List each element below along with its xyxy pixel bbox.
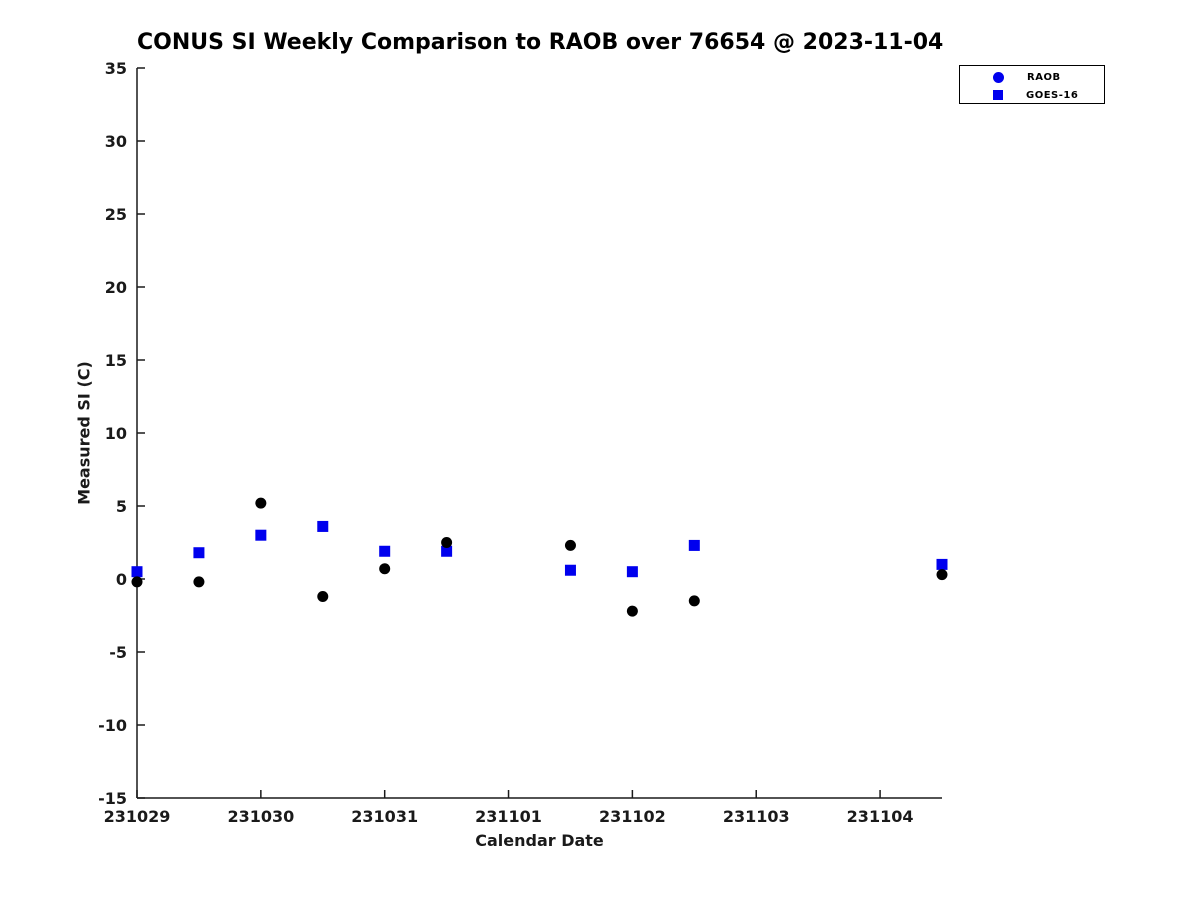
x-tick-label: 231030	[227, 807, 294, 826]
legend-label-goes16: GOES-16	[1026, 89, 1079, 101]
legend-entry-goes16: GOES-16	[960, 87, 1104, 103]
y-tick-label: 35	[105, 59, 127, 78]
legend-label-raob: RAOB	[1027, 71, 1061, 83]
y-tick-label: 15	[105, 351, 127, 370]
data-point-raob	[441, 537, 453, 548]
x-tick-label: 231031	[351, 807, 418, 826]
data-point-raob	[564, 539, 576, 551]
y-tick-label: 30	[105, 132, 127, 151]
x-tick-label: 231103	[723, 807, 790, 826]
y-tick-label: -5	[109, 643, 127, 662]
data-point-goes16	[441, 545, 453, 557]
y-tick-label: -15	[98, 789, 127, 808]
data-point-goes16	[626, 566, 638, 578]
x-tick-label: 231102	[599, 807, 666, 826]
data-point-raob	[936, 569, 948, 581]
raob-circle-marker-icon	[993, 71, 1004, 83]
y-tick-label: 5	[116, 497, 127, 516]
x-axis-label: Calendar Date	[475, 831, 604, 850]
data-point-goes16	[379, 545, 391, 557]
x-tick-label: 231104	[847, 807, 914, 826]
data-point-goes16	[936, 558, 948, 570]
y-axis-label: Measured SI (C)	[74, 361, 94, 505]
data-point-raob	[255, 497, 267, 509]
goes16-square-marker-icon	[993, 90, 1003, 100]
legend-entry-raob: RAOB	[960, 69, 1104, 85]
data-point-goes16	[193, 547, 205, 559]
data-point-goes16	[564, 564, 576, 576]
data-point-raob	[317, 591, 329, 603]
data-point-goes16	[131, 566, 143, 578]
data-point-goes16	[688, 539, 700, 551]
data-point-raob	[131, 576, 143, 588]
data-point-raob	[688, 595, 700, 607]
data-point-raob	[379, 563, 391, 575]
data-point-goes16	[255, 529, 267, 541]
chart-title: CONUS SI Weekly Comparison to RAOB over …	[137, 30, 944, 55]
data-point-goes16	[317, 520, 329, 532]
data-point-raob	[193, 576, 205, 588]
y-tick-label: 0	[116, 570, 127, 589]
y-tick-label: 25	[105, 205, 127, 224]
legend-box: RAOB GOES-16	[959, 65, 1105, 104]
x-tick-label: 231029	[104, 807, 171, 826]
x-tick-label: 231101	[475, 807, 542, 826]
y-tick-label: 10	[105, 424, 127, 443]
y-tick-label: -10	[98, 716, 127, 735]
data-point-raob	[626, 605, 638, 617]
y-tick-label: 20	[105, 278, 127, 297]
